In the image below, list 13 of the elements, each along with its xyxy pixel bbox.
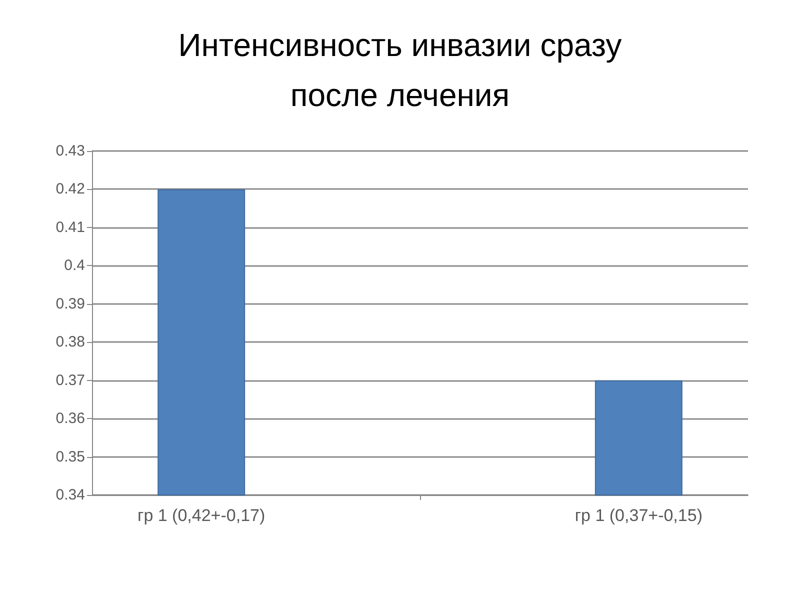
y-tick-label: 0.37 <box>56 372 85 389</box>
y-tick-label: 0.38 <box>56 334 85 351</box>
y-tick-label: 0.34 <box>56 486 85 504</box>
y-tick-label: 0.36 <box>56 410 85 428</box>
y-tick-label: 0.35 <box>56 448 85 466</box>
y-tick-label: 0.42 <box>56 180 85 198</box>
y-tick-label: 0.39 <box>56 295 85 312</box>
x-tick-label: гр 1 (0,37+-0,15) <box>574 506 702 525</box>
chart-title: Интенсивность инвазии сразу после лечения <box>177 26 623 115</box>
y-tick-label: 0.41 <box>56 218 85 236</box>
y-tick-label: 0.43 <box>56 142 85 160</box>
x-tick-label: гр 1 (0,42+-0,17) <box>138 506 266 525</box>
y-tick-label: 0.4 <box>64 257 85 274</box>
